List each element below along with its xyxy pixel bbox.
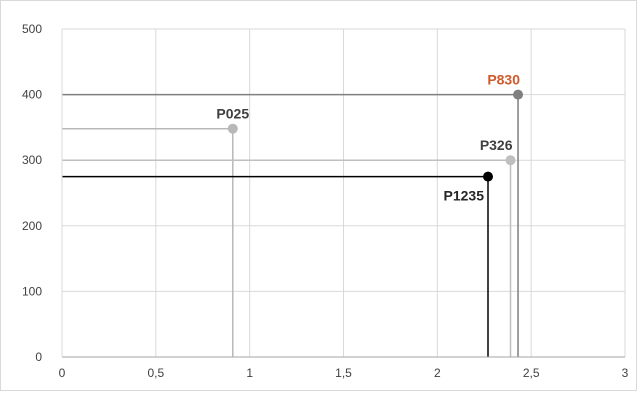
y-tick-label: 200 (22, 219, 42, 233)
tick-labels: 0 0,5 1 1,5 2 2,5 3 0 100 200 300 400 500 (22, 22, 629, 380)
x-tick-label: 1,5 (335, 366, 352, 380)
data-point (505, 155, 516, 166)
data-point (513, 89, 524, 100)
point-label: P025 (216, 106, 249, 122)
y-tick-label: 300 (22, 153, 42, 167)
axes (61, 29, 625, 358)
drop-lines (62, 93, 519, 357)
x-tick-label: 2,5 (523, 366, 540, 380)
x-tick-label: 0,5 (147, 366, 164, 380)
point-label: P1235 (444, 188, 485, 204)
point-label: P830 (487, 72, 520, 88)
x-tick-label: 1 (246, 366, 253, 380)
x-tick-label: 3 (622, 366, 629, 380)
data-point (483, 171, 494, 182)
y-tick-label: 0 (35, 350, 42, 364)
data-points (227, 89, 524, 182)
x-tick-label: 2 (434, 366, 441, 380)
data-point (227, 123, 238, 134)
point-labels: P025 P830 P326 P1235 (216, 72, 520, 204)
grid-lines (62, 28, 626, 357)
point-label: P326 (480, 137, 513, 153)
x-tick-label: 0 (59, 366, 66, 380)
y-tick-label: 400 (22, 88, 42, 102)
y-tick-label: 500 (22, 22, 42, 36)
y-tick-label: 100 (22, 284, 42, 298)
